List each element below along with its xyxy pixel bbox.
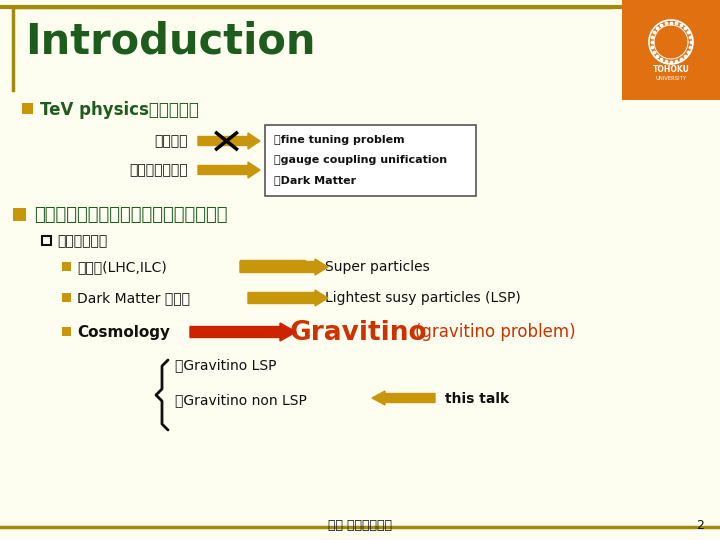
- Text: (gravitino problem): (gravitino problem): [415, 323, 575, 341]
- Text: TOHOKU: TOHOKU: [652, 64, 690, 73]
- FancyArrow shape: [198, 133, 260, 149]
- Text: Dark Matter の探索: Dark Matter の探索: [77, 291, 190, 305]
- Text: ・Gravitino non LSP: ・Gravitino non LSP: [175, 393, 307, 407]
- FancyBboxPatch shape: [62, 293, 71, 302]
- Text: Super particles: Super particles: [325, 260, 430, 274]
- Text: ・gauge coupling unification: ・gauge coupling unification: [274, 155, 447, 165]
- Text: ・Gravitino LSP: ・Gravitino LSP: [175, 358, 276, 372]
- Text: 超対称標準模型: 超対称標準模型: [130, 163, 188, 177]
- Text: 四柳 陽（東北大）: 四柳 陽（東北大）: [328, 519, 392, 532]
- FancyArrow shape: [372, 391, 435, 405]
- FancyBboxPatch shape: [22, 103, 33, 114]
- FancyBboxPatch shape: [13, 208, 26, 221]
- FancyBboxPatch shape: [622, 0, 720, 100]
- Text: ・fine tuning problem: ・fine tuning problem: [274, 135, 405, 145]
- FancyArrow shape: [198, 162, 260, 178]
- Text: 2: 2: [696, 519, 704, 532]
- Text: this talk: this talk: [445, 392, 509, 406]
- Text: 超対称性はどのように破れているのか？: 超対称性はどのように破れているのか？: [34, 206, 228, 224]
- Text: 加速器(LHC,ILC): 加速器(LHC,ILC): [77, 260, 167, 274]
- FancyArrow shape: [190, 323, 296, 341]
- Text: 探る手がかり: 探る手がかり: [57, 234, 107, 248]
- Text: 標準模型: 標準模型: [155, 134, 188, 148]
- FancyBboxPatch shape: [62, 262, 71, 271]
- Text: TeV physicsはなにか？: TeV physicsはなにか？: [40, 101, 199, 119]
- FancyBboxPatch shape: [265, 125, 476, 196]
- Text: Lightest susy particles (LSP): Lightest susy particles (LSP): [325, 291, 521, 305]
- FancyArrow shape: [248, 290, 328, 306]
- Text: ・Dark Matter: ・Dark Matter: [274, 175, 356, 185]
- Text: Cosmology: Cosmology: [77, 325, 170, 340]
- Text: Introduction: Introduction: [25, 20, 315, 62]
- Text: Gravitino: Gravitino: [290, 320, 428, 346]
- FancyBboxPatch shape: [62, 327, 71, 336]
- FancyArrow shape: [240, 259, 328, 275]
- Text: UNIVERSITY: UNIVERSITY: [655, 76, 687, 80]
